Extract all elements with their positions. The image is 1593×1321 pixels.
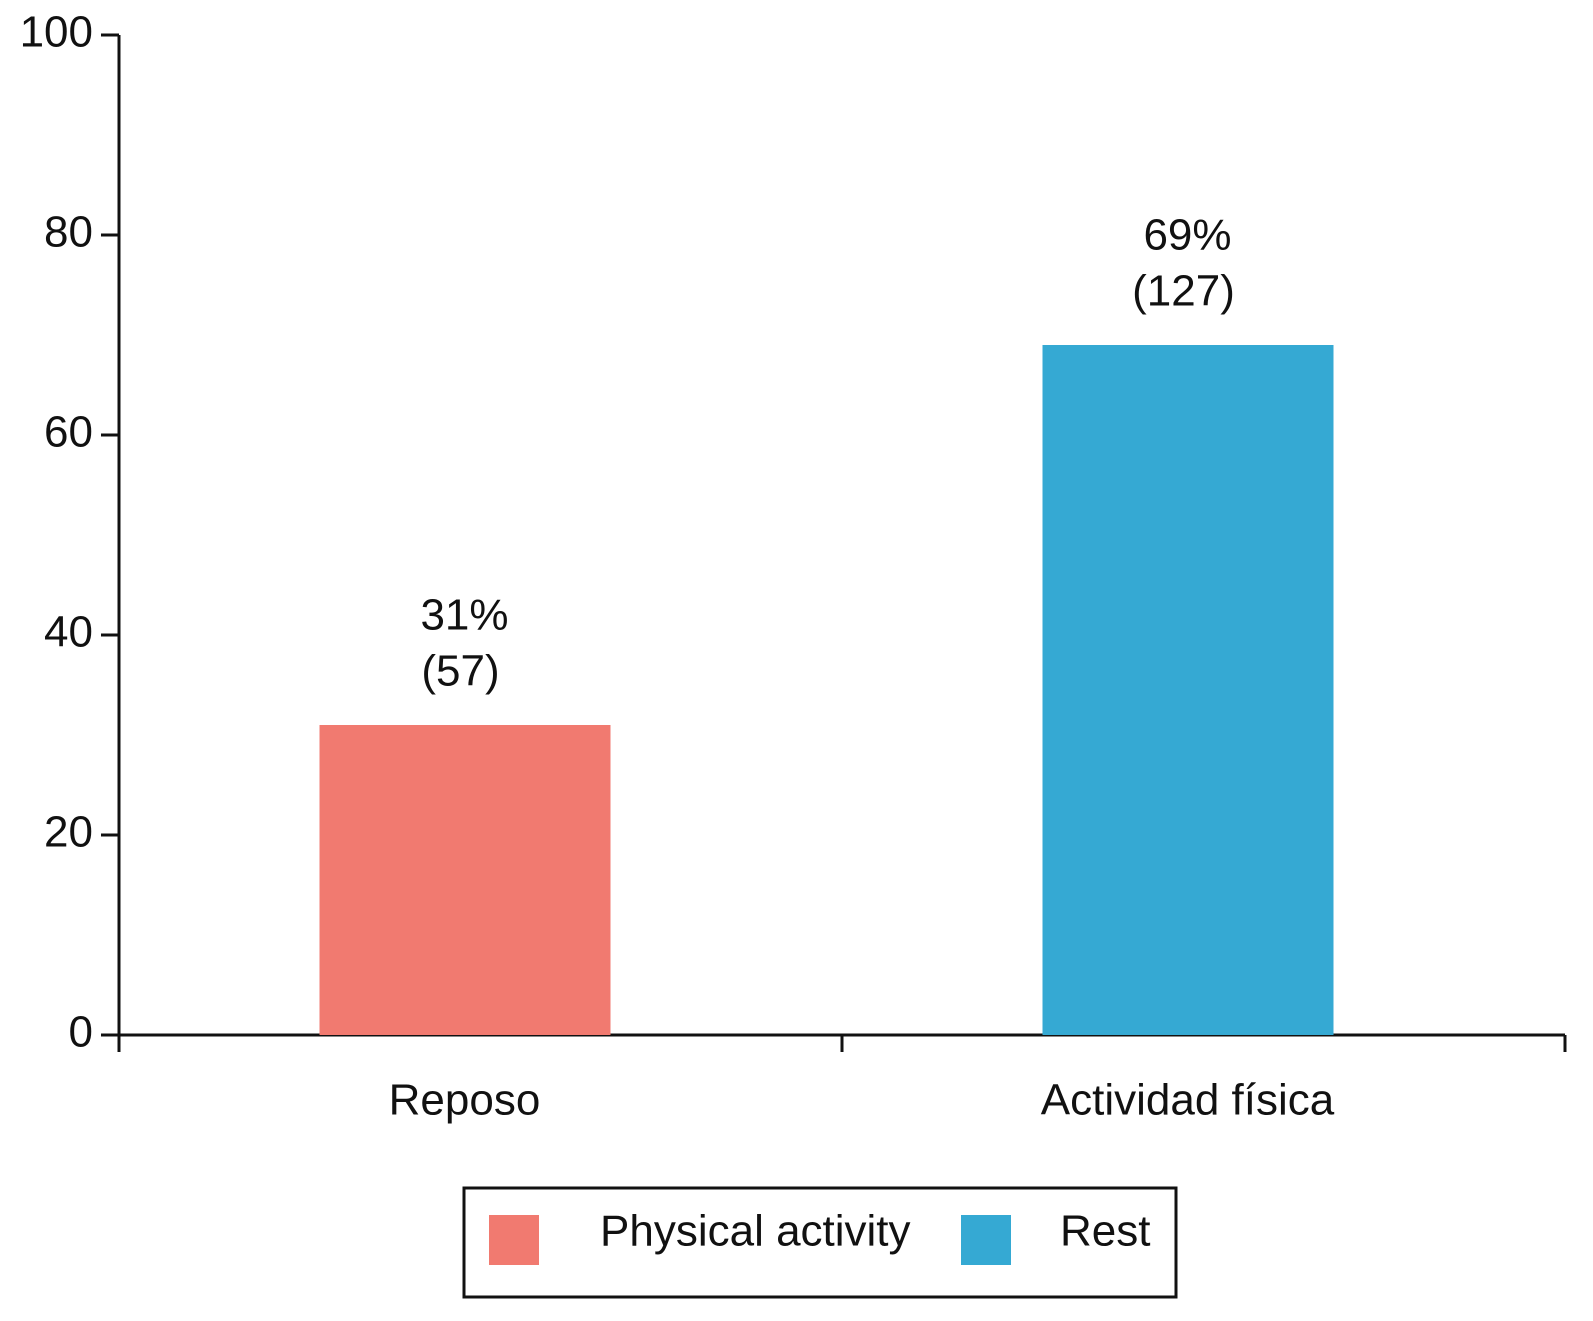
count-label: (127) <box>1132 267 1235 316</box>
count-label: (57) <box>421 647 499 696</box>
bar <box>319 725 611 1035</box>
legend-swatch <box>961 1215 1011 1265</box>
y-tick-label: 100 <box>20 8 93 57</box>
y-tick-label: 60 <box>44 408 93 457</box>
legend-label: Rest <box>1060 1207 1150 1256</box>
y-tick-label: 80 <box>44 208 93 257</box>
bar <box>1042 345 1334 1035</box>
x-tick-label: Actividad física <box>1041 1076 1335 1125</box>
y-tick-label: 40 <box>44 608 93 657</box>
legend-label: Physical activity <box>600 1207 911 1256</box>
value-label: 31% <box>420 591 508 640</box>
legend-swatch <box>489 1215 539 1265</box>
y-tick-label: 20 <box>44 808 93 857</box>
value-label: 69% <box>1143 211 1231 260</box>
x-tick-label: Reposo <box>389 1076 541 1125</box>
legend-box <box>462 1186 1178 1299</box>
y-tick-label: 0 <box>69 1008 93 1057</box>
